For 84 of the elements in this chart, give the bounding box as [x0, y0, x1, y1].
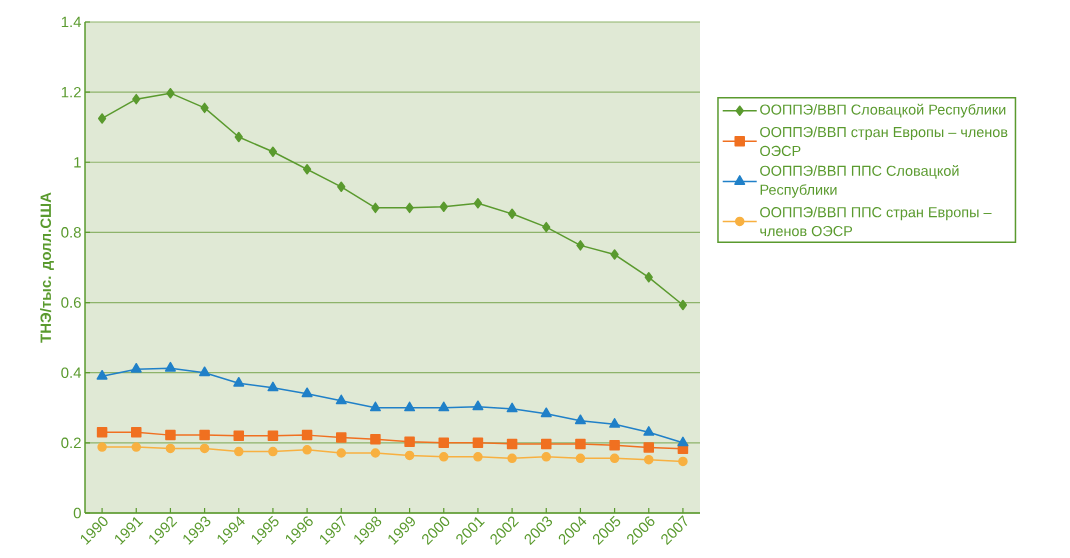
- point: [439, 201, 448, 213]
- point: [542, 221, 551, 233]
- point: [165, 443, 176, 454]
- point: [96, 427, 108, 438]
- point: [541, 438, 552, 450]
- point: [302, 445, 312, 455]
- point: [609, 440, 620, 451]
- point: [165, 429, 176, 441]
- point: [610, 249, 619, 260]
- point: [609, 418, 621, 428]
- y-tick-label: 1.4: [61, 16, 82, 28]
- legend-label: ООППЭ/ВВП ППС стран Европы – членов ОЭСР: [760, 206, 992, 237]
- legend-label: ООППЭ/ВВП стран Европы – членов ОЭСР: [760, 126, 1008, 157]
- point: [337, 181, 346, 193]
- point: [507, 208, 517, 220]
- point: [438, 401, 450, 412]
- point: [643, 426, 655, 436]
- point: [302, 164, 312, 175]
- point: [677, 436, 689, 447]
- point: [644, 272, 653, 283]
- point: [609, 453, 620, 464]
- y-axis-title: ТНЭ/тыс. долл.США: [40, 192, 54, 343]
- point: [199, 443, 210, 454]
- point: [267, 430, 279, 442]
- point: [131, 427, 142, 438]
- point: [130, 362, 142, 373]
- y-tick-label: 0.4: [61, 367, 82, 378]
- point: [131, 442, 142, 452]
- point: [268, 146, 278, 157]
- point: [472, 437, 484, 449]
- point: [97, 113, 107, 124]
- point: [678, 299, 688, 311]
- point: [438, 437, 450, 449]
- point: [267, 381, 279, 392]
- point: [575, 438, 586, 450]
- point: [336, 432, 347, 443]
- point: [370, 448, 381, 458]
- point: [575, 453, 586, 464]
- point: [506, 438, 518, 450]
- point: [405, 202, 414, 214]
- y-tick-label: 0.2: [61, 437, 81, 449]
- point: [369, 401, 381, 412]
- point: [540, 407, 552, 418]
- point: [301, 429, 313, 441]
- point: [233, 430, 245, 442]
- point: [473, 198, 483, 209]
- point: [643, 442, 655, 453]
- point: [404, 436, 415, 448]
- point: [472, 400, 484, 411]
- point: [370, 434, 381, 445]
- legend-label: ООППЭ/ВВП ППС Словацкой Республики: [760, 165, 959, 198]
- point: [335, 394, 347, 405]
- point: [200, 102, 209, 114]
- point: [576, 240, 585, 251]
- point: [164, 361, 176, 372]
- point: [404, 450, 415, 461]
- point: [507, 453, 517, 464]
- y-tick-label: 1.2: [61, 86, 81, 98]
- point: [473, 452, 483, 462]
- point: [541, 452, 552, 462]
- y-tick-label: 1: [74, 157, 81, 168]
- point: [199, 429, 210, 441]
- point: [644, 454, 654, 465]
- point: [268, 446, 278, 457]
- point: [404, 401, 416, 412]
- point: [233, 376, 245, 387]
- point: [439, 452, 449, 462]
- y-tick-label: 0.8: [61, 227, 81, 238]
- point: [678, 456, 688, 467]
- point: [132, 93, 141, 105]
- point: [97, 442, 107, 452]
- point: [234, 131, 243, 143]
- point: [506, 402, 518, 413]
- point: [574, 414, 586, 425]
- point: [301, 387, 313, 398]
- y-tick-label: 0: [73, 507, 81, 519]
- point: [234, 446, 244, 457]
- point: [96, 369, 108, 380]
- legend-label: ООППЭ/ВВП Словацкой Республики: [760, 103, 1006, 118]
- point: [199, 366, 211, 377]
- point: [336, 448, 347, 458]
- point: [371, 202, 380, 214]
- y-tick-label: 0.6: [61, 297, 81, 308]
- point: [166, 87, 175, 99]
